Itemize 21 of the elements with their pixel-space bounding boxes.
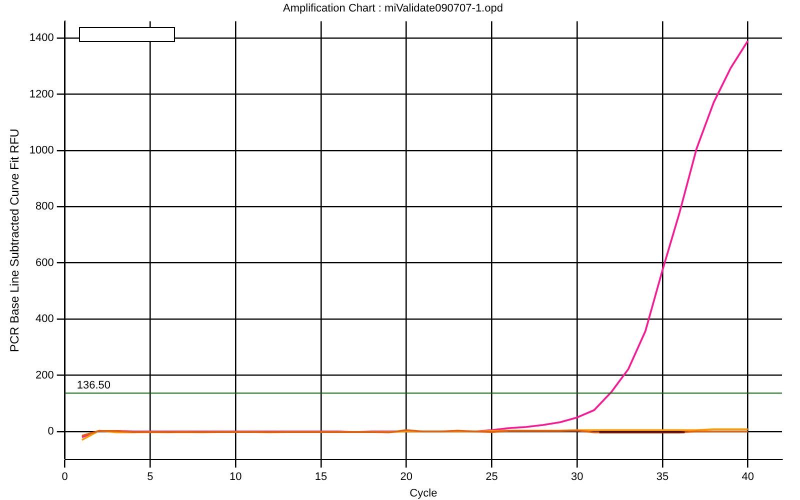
y-tick-label: 200: [36, 369, 54, 382]
y-tick-label: 400: [36, 313, 54, 326]
x-tick-label: 20: [400, 471, 412, 484]
ref-line-label: 136.50: [76, 380, 111, 392]
y-tick-label: 600: [36, 256, 54, 269]
y-tick-label: 1200: [29, 88, 54, 100]
x-tick-label: 40: [742, 471, 754, 484]
x-tick-label: 5: [147, 471, 154, 484]
y-tick-label: 800: [36, 200, 54, 213]
x-tick-label: 30: [570, 471, 584, 484]
x-tick-label: 35: [656, 471, 669, 484]
y-tick-label: 1400: [29, 32, 54, 44]
y-tick-label: 0: [48, 426, 54, 438]
x-tick-label: 10: [229, 471, 242, 484]
chart-title: Amplification Chart : miValidate090707-1.opd: [283, 2, 503, 15]
y-tick-label: 1000: [29, 144, 54, 157]
x-tick-label: 0: [62, 471, 68, 484]
y-axis-title: PCR Base Line Subtracted Curve Fit RFU: [8, 128, 22, 352]
x-tick-label: 25: [486, 471, 498, 484]
x-tick-label: 15: [314, 471, 328, 484]
x-axis-title: Cycle: [410, 487, 438, 500]
